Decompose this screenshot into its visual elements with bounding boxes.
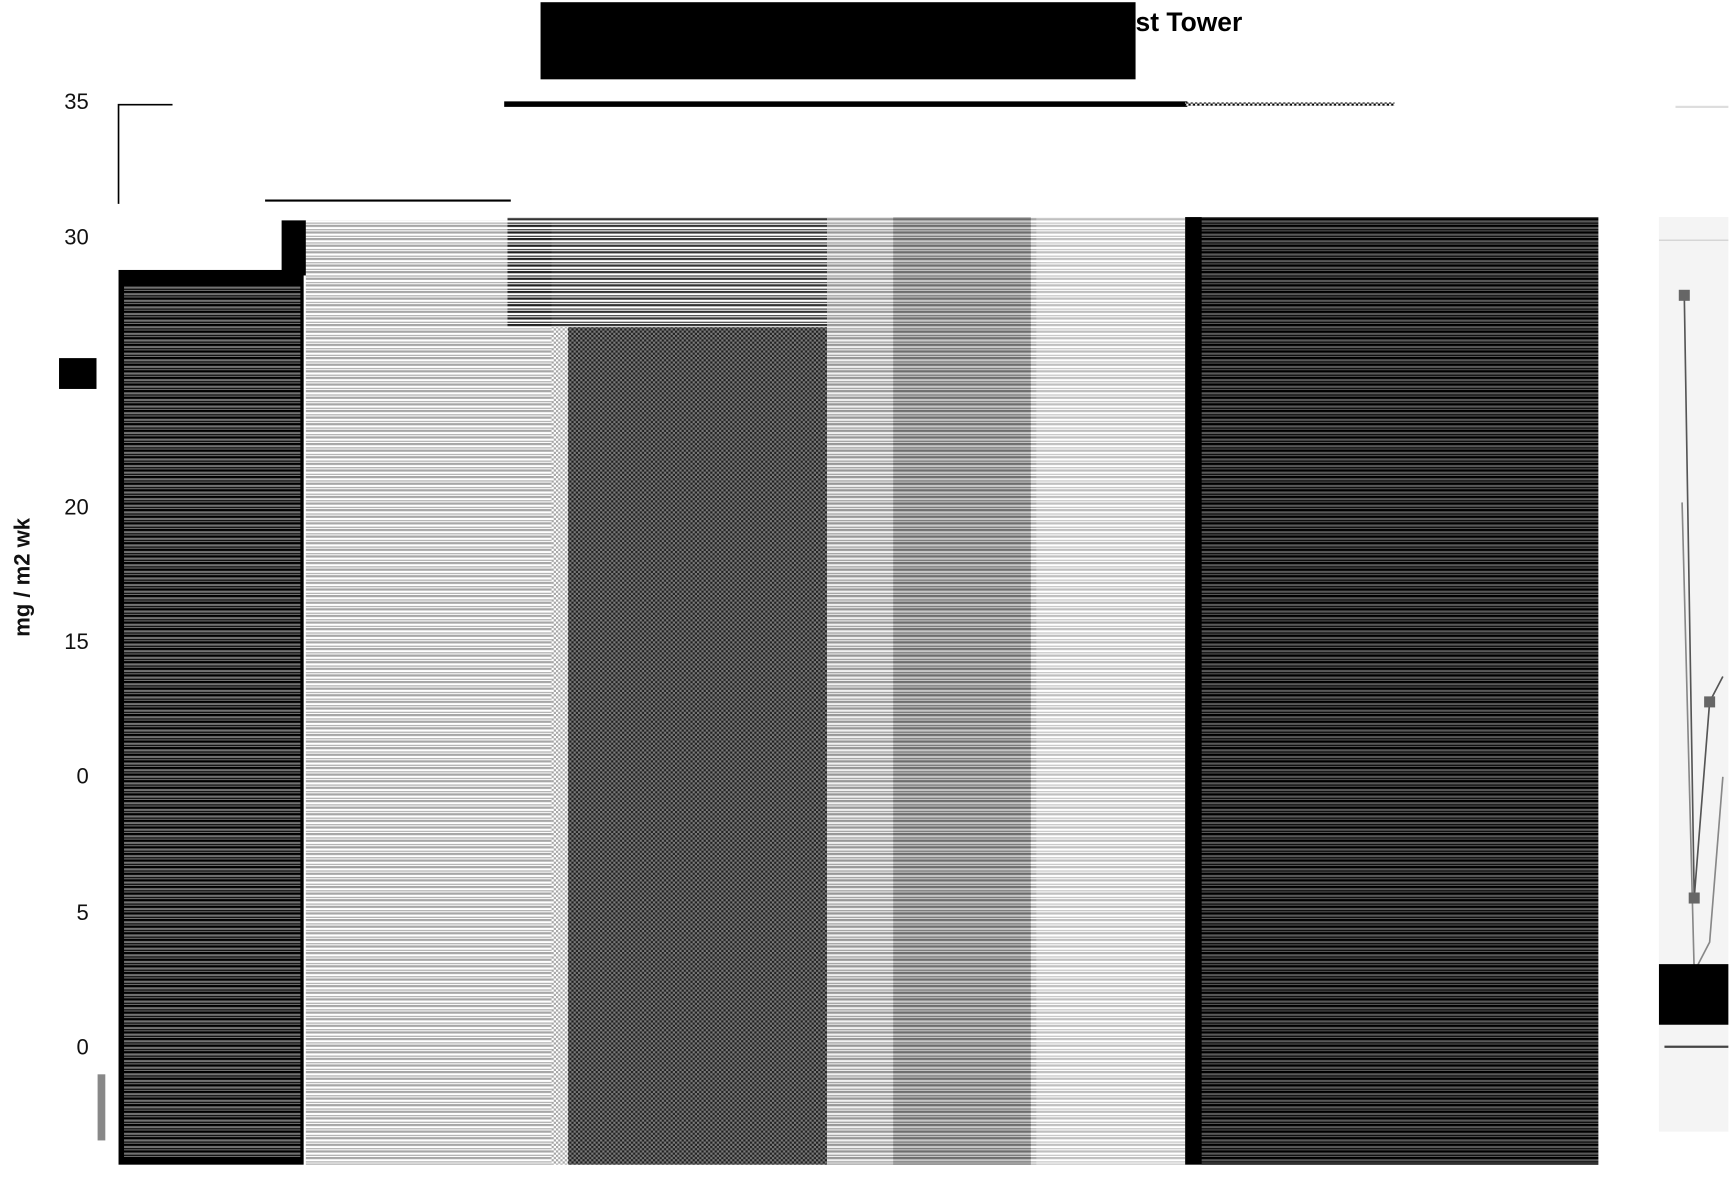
artifact xyxy=(98,1074,106,1140)
y-tick-label: 35 xyxy=(64,89,89,114)
texture xyxy=(1036,217,1185,1165)
y-tick-label: 0 xyxy=(77,1034,89,1059)
y-tick-label: 30 xyxy=(64,225,89,250)
rule xyxy=(1675,106,1728,108)
marker xyxy=(1704,696,1715,707)
axis-corner xyxy=(119,105,173,204)
title: st Tower xyxy=(1136,7,1243,37)
texture xyxy=(306,220,552,1164)
screenshot: st Tower mg / m2 wk 35 30 20 15 0 5 0 xyxy=(0,0,1729,1179)
y-tick-label: 5 xyxy=(77,900,89,925)
chart-fragment xyxy=(1659,217,1728,1132)
block xyxy=(282,220,306,275)
marker xyxy=(1679,290,1690,301)
texture xyxy=(124,286,300,1156)
title-redaction xyxy=(541,2,1136,79)
y-tick-label: 20 xyxy=(64,495,89,520)
y-axis-label: mg / m2 wk xyxy=(9,517,34,636)
texture xyxy=(507,217,827,327)
artifact xyxy=(59,358,96,389)
y-tick-labels: 35 30 20 15 0 5 0 xyxy=(64,89,89,1059)
y-tick-label: 0 xyxy=(77,763,89,788)
marker xyxy=(1689,893,1700,904)
texture xyxy=(827,217,1036,1165)
texture xyxy=(552,327,827,1164)
texture xyxy=(1202,217,1599,1165)
block xyxy=(1659,964,1728,1025)
y-tick-label: 15 xyxy=(64,629,89,654)
noise-region xyxy=(119,217,1599,1165)
rule xyxy=(1185,102,1394,105)
rule xyxy=(504,101,1187,107)
page: st Tower mg / m2 wk 35 30 20 15 0 5 0 xyxy=(0,0,1729,1179)
